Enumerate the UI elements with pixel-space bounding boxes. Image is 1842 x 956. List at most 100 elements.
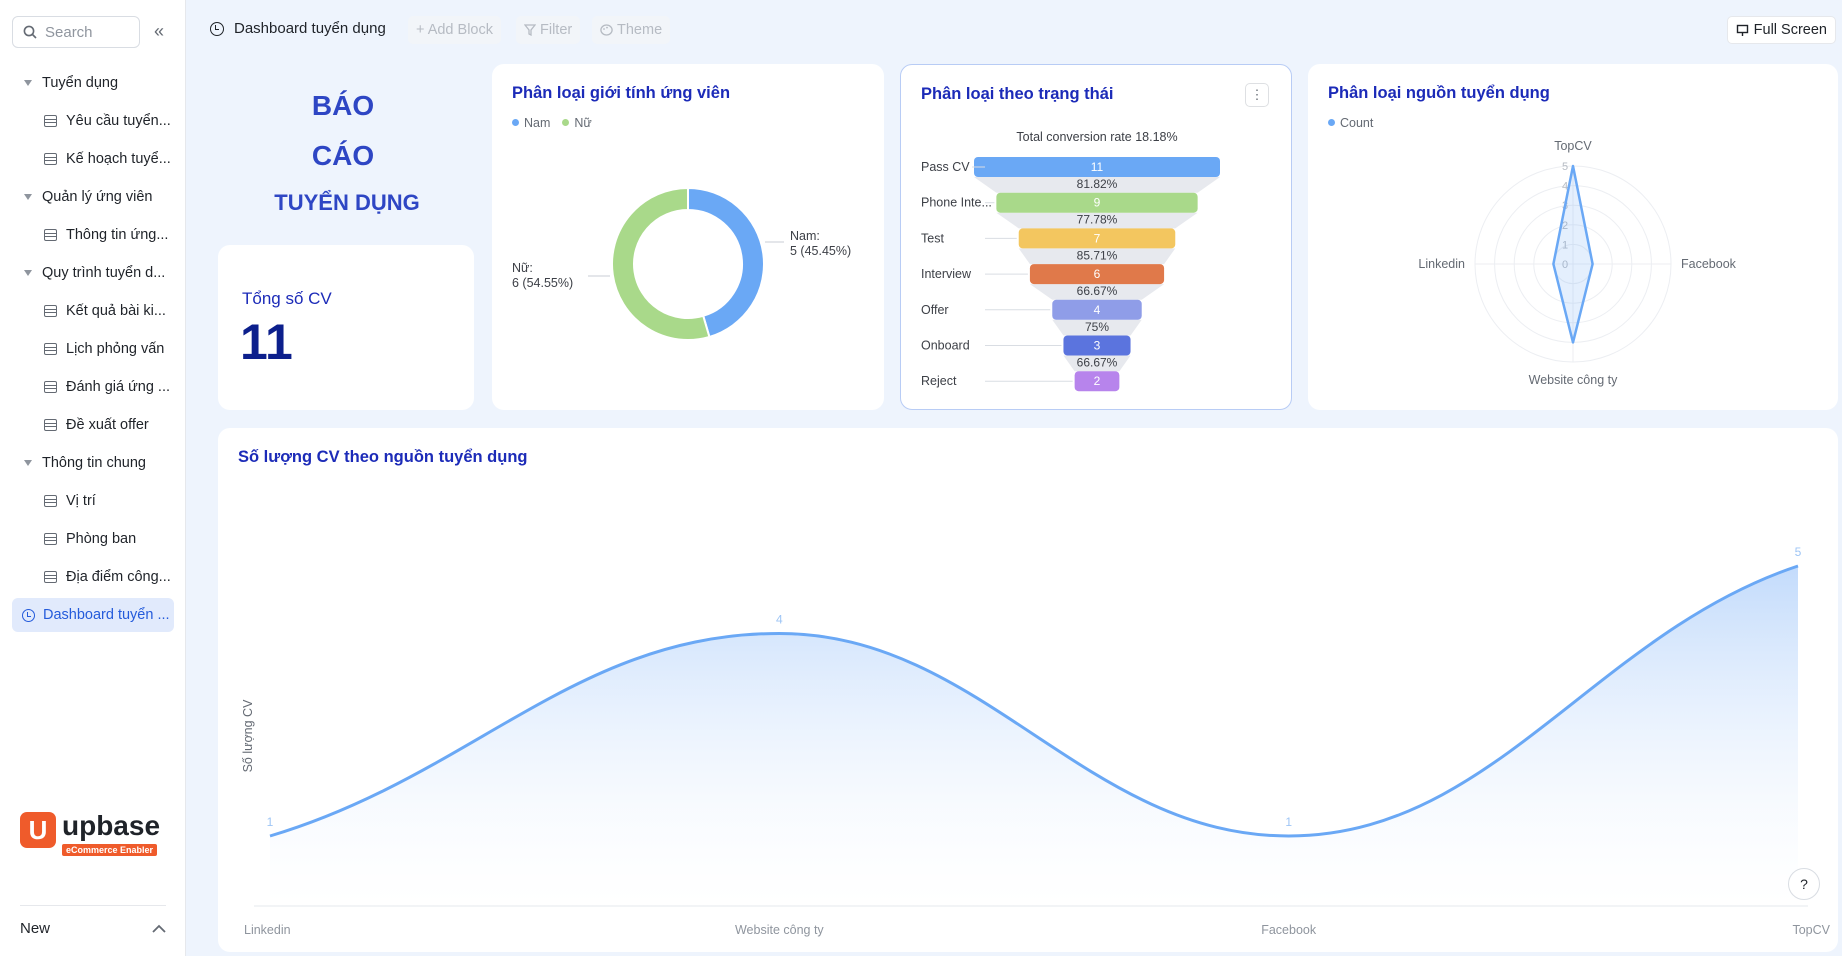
report-title-line2: CÁO: [311, 140, 375, 171]
upbase-logo: U upbase eCommerce Enabler: [20, 812, 160, 858]
theme-button[interactable]: Theme: [592, 16, 671, 44]
nav-item-label: Đề xuất offer: [66, 417, 149, 433]
nav-item-label: Địa điểm công...: [66, 569, 171, 585]
funnel-bar-6: [1063, 335, 1131, 356]
nav-item-label: Lịch phỏng vấn: [66, 341, 165, 357]
source-radar-chart: 012345TopCVFacebookWebsite công tyLinked…: [1418, 139, 1737, 387]
nav-group-tuyen-dung[interactable]: Tuyển dụng: [0, 64, 186, 102]
legend-label: Nam: [524, 116, 551, 130]
table-icon: [44, 381, 57, 393]
report-title-line3: TUYỂN DỤNG: [274, 190, 420, 215]
area-series-line: [269, 564, 1799, 838]
nav-tree: Tuyển dụng Yêu cầu tuyển... Kế hoạch tuy…: [0, 64, 186, 634]
funnel-rate-6: 66.67%: [1077, 356, 1118, 370]
nav-group-quan-ly[interactable]: Quản lý ứng viên: [0, 178, 186, 216]
funnel-connector-2: [996, 212, 1198, 229]
nav-item-ke-hoach[interactable]: Kế hoạch tuyể...: [0, 140, 186, 178]
table-icon: [44, 495, 57, 507]
nav-item-label: Kết quả bài ki...: [66, 303, 166, 319]
table-icon: [44, 229, 57, 241]
logo-mark: U: [20, 812, 56, 848]
funnel-category-6: Onboard: [921, 339, 970, 353]
nav-group-label: Thông tin chung: [42, 455, 146, 471]
status-funnel-card: Phân loại theo trạng thái ⋮ Total conver…: [900, 64, 1292, 410]
radar-tick-4: 4: [1562, 181, 1568, 193]
radar-axis-label-2: Facebook: [1681, 257, 1737, 271]
nav-item-dashboard[interactable]: Dashboard tuyển ...: [12, 598, 174, 632]
nav-item-de-xuat-offer[interactable]: Đề xuất offer: [0, 406, 186, 444]
more-options-icon[interactable]: ⋮: [1245, 83, 1269, 107]
funnel-category-5: Offer: [921, 303, 949, 317]
nav-item-vi-tri[interactable]: Vị trí: [0, 482, 186, 520]
table-icon: [44, 343, 57, 355]
donut-label-nam-value: 5 (45.45%): [790, 244, 851, 258]
funnel-rate-2: 77.78%: [1077, 213, 1118, 227]
legend-item-count[interactable]: Count: [1328, 116, 1373, 130]
present-icon: [1736, 24, 1748, 36]
top-bar: Dashboard tuyển dụng + Add Block Filter …: [186, 0, 1842, 60]
table-icon: [44, 419, 57, 431]
nav-group-quy-trinh[interactable]: Quy trình tuyển d...: [0, 254, 186, 292]
logo-tagline: eCommerce Enabler: [62, 844, 158, 856]
donut-slice-2: [611, 186, 711, 341]
funnel-connector-1: [974, 177, 1220, 193]
funnel-value-7: 2: [1094, 374, 1101, 388]
funnel-value-6: 3: [1094, 339, 1101, 353]
total-cv-card: Tổng số CV 11: [218, 245, 474, 410]
nav-group-thong-tin-chung[interactable]: Thông tin chung: [0, 444, 186, 482]
radar-tick-1: 1: [1562, 239, 1568, 251]
nav-group-label: Quản lý ứng viên: [42, 189, 153, 205]
table-icon: [44, 533, 57, 545]
total-cv-label: Tổng số CV: [242, 289, 332, 308]
radar-tick-5: 5: [1562, 161, 1568, 173]
nav-item-yeu-cau[interactable]: Yêu cầu tuyển...: [0, 102, 186, 140]
nav-item-phong-ban[interactable]: Phòng ban: [0, 520, 186, 558]
search-input[interactable]: Search: [12, 16, 140, 48]
funnel-bar-3: [1018, 228, 1176, 249]
nav-item-danh-gia[interactable]: Đánh giá ứng ...: [0, 368, 186, 406]
legend-item-nu[interactable]: Nữ: [562, 116, 592, 130]
nav-item-ket-qua[interactable]: Kết quả bài ki...: [0, 292, 186, 330]
data-label-3: 1: [1285, 815, 1292, 829]
full-screen-button[interactable]: Full Screen: [1726, 16, 1836, 44]
dashboard-clock-icon: [210, 21, 224, 36]
legend-item-nam[interactable]: Nam: [512, 116, 550, 130]
search-icon: [23, 25, 37, 39]
nav-item-dia-diem[interactable]: Địa điểm công...: [0, 558, 186, 596]
help-icon[interactable]: ?: [1788, 868, 1820, 900]
table-icon: [44, 153, 57, 165]
new-button[interactable]: New: [20, 920, 51, 937]
funnel-rate-3: 85.71%: [1077, 248, 1118, 262]
theme-label: Theme: [617, 22, 663, 38]
nav-group-label: Quy trình tuyển d...: [42, 265, 166, 281]
filter-button[interactable]: Filter: [516, 16, 581, 44]
breadcrumb: Dashboard tuyển dụng: [210, 20, 386, 37]
funnel-bar-4: [1029, 264, 1165, 285]
logo-word: upbase: [62, 810, 161, 841]
chevron-up-icon[interactable]: [152, 924, 166, 933]
table-icon: [44, 115, 57, 127]
funnel-value-2: 9: [1094, 196, 1101, 210]
donut-slice-1: [687, 186, 765, 339]
x-tick-label-2: Website công ty: [735, 923, 824, 937]
funnel-value-4: 6: [1094, 267, 1101, 281]
funnel-connector-5: [1052, 319, 1142, 336]
nav-item-thong-tin-ung-vien[interactable]: Thông tin ứng...: [0, 216, 186, 254]
status-funnel-chart: Total conversion rate 18.18% 81.82% 11 Pass…: [921, 130, 1220, 392]
gender-donut-chart: Nam:5 (45.45%) Nữ:6 (54.55%): [512, 186, 851, 341]
collapse-sidebar-icon[interactable]: «: [154, 21, 165, 41]
nav-item-label: Thông tin ứng...: [66, 227, 169, 243]
radar-series-count: [1552, 164, 1594, 344]
sidebar-footer: New: [20, 905, 166, 937]
search-placeholder: Search: [45, 23, 93, 41]
funnel-connector-3: [1018, 248, 1176, 265]
add-block-button[interactable]: + Add Block: [408, 16, 501, 44]
nav-item-lich-phong-van[interactable]: Lịch phỏng vấn: [0, 330, 186, 368]
funnel-conversion-label: Total conversion rate 18.18%: [1016, 130, 1177, 144]
nav-item-label: Dashboard tuyển ...: [43, 607, 170, 623]
donut-label-nam: Nam:: [790, 229, 820, 243]
filter-icon: [524, 24, 536, 36]
caret-down-icon: [24, 194, 32, 200]
legend-label: Nữ: [574, 116, 592, 130]
